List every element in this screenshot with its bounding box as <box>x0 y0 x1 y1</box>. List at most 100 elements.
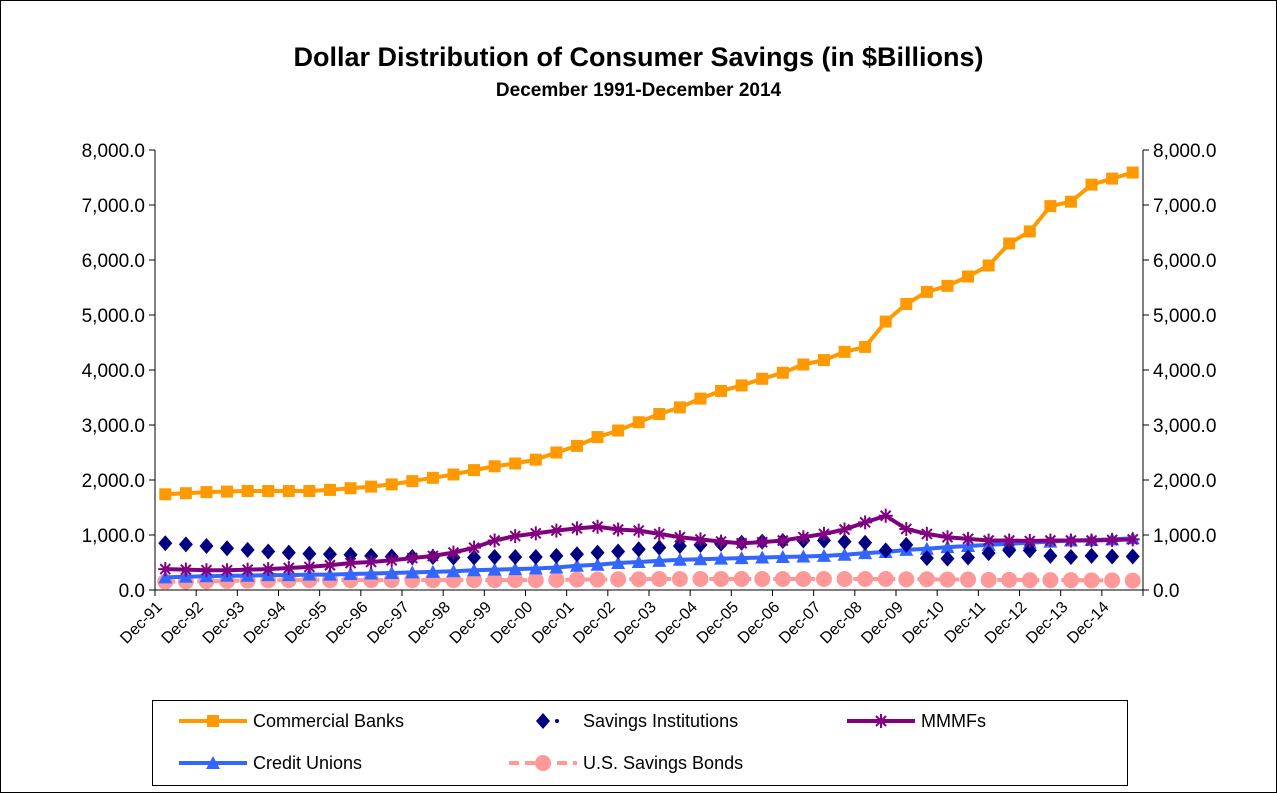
data-point-u-s-savings-bonds <box>1001 571 1018 588</box>
data-point-commercial-banks <box>1003 237 1016 250</box>
data-point-credit-unions <box>549 560 564 574</box>
data-point-commercial-banks <box>406 475 419 488</box>
data-point-u-s-savings-bonds <box>857 571 874 587</box>
data-point-credit-unions <box>487 562 502 576</box>
data-point-credit-unions <box>364 566 379 580</box>
data-point-u-s-savings-bonds <box>589 571 606 588</box>
data-point-mmmfs <box>322 558 337 573</box>
data-point-commercial-banks <box>468 464 481 477</box>
data-point-commercial-banks <box>1106 172 1119 185</box>
data-point-commercial-banks <box>776 366 789 379</box>
y-tick-label-left: 0.0 <box>119 581 145 602</box>
data-point-credit-unions <box>590 557 605 571</box>
y-tick-label-right: 8,000.0 <box>1153 141 1216 162</box>
data-point-credit-unions <box>693 552 708 566</box>
data-point-commercial-banks <box>1064 195 1077 208</box>
y-tick-label-right: 5,000.0 <box>1153 306 1216 327</box>
y-tick-label-left: 3,000.0 <box>82 416 145 437</box>
data-point-credit-unions <box>446 564 461 578</box>
x-tick-label: Dec-93 <box>200 599 249 648</box>
data-point-credit-unions <box>631 554 646 568</box>
data-point-commercial-banks <box>550 446 563 459</box>
data-point-u-s-savings-bonds <box>918 571 935 588</box>
data-point-u-s-savings-bonds <box>754 571 771 587</box>
data-point-credit-unions <box>837 547 852 561</box>
data-point-commercial-banks <box>920 285 933 298</box>
data-point-commercial-banks <box>426 471 439 484</box>
data-point-commercial-banks <box>673 401 686 414</box>
data-point-savings-institutions <box>1022 542 1037 559</box>
x-tick-label: Dec-04 <box>653 599 702 648</box>
x-tick-label: Dec-00 <box>488 599 537 648</box>
data-point-u-s-savings-bonds <box>692 571 709 587</box>
data-point-credit-unions <box>714 551 729 565</box>
x-tick-label: Dec-09 <box>858 599 907 648</box>
data-point-savings-institutions <box>199 538 214 554</box>
y-tick-label-left: 5,000.0 <box>82 306 145 327</box>
data-point-savings-institutions <box>1125 548 1140 565</box>
data-point-savings-institutions <box>611 543 626 560</box>
legend-marker <box>207 715 219 727</box>
data-point-mmmfs <box>178 562 193 577</box>
data-point-mmmfs <box>899 521 914 536</box>
y-tick-label-left: 2,000.0 <box>82 471 145 492</box>
data-point-mmmfs <box>405 551 420 566</box>
series-savings-institutions <box>158 532 1140 567</box>
data-point-mmmfs <box>384 553 399 568</box>
data-point-savings-institutions <box>858 534 873 551</box>
data-point-u-s-savings-bonds <box>568 571 585 588</box>
x-tick-label: Dec-07 <box>776 599 825 648</box>
data-point-credit-unions <box>611 556 626 570</box>
data-point-credit-unions <box>569 558 584 572</box>
legend-swatch-credit-unions <box>179 756 247 769</box>
y-tick-label-left: 1,000.0 <box>82 526 145 547</box>
data-point-commercial-banks <box>262 485 275 497</box>
legend-label: Commercial Banks <box>253 710 405 731</box>
data-point-commercial-banks <box>509 457 522 470</box>
data-point-mmmfs <box>1022 534 1037 549</box>
data-point-credit-unions <box>467 563 482 577</box>
legend-swatch-us-savings-bonds <box>509 755 577 771</box>
data-point-commercial-banks <box>303 485 316 497</box>
data-point-u-s-savings-bonds <box>507 572 524 589</box>
chart-legend: Commercial Banks Savings Institutions MM… <box>152 700 1128 786</box>
data-point-commercial-banks <box>385 478 398 491</box>
data-point-savings-institutions <box>322 546 337 563</box>
legend-label: U.S. Savings Bonds <box>583 752 744 773</box>
data-point-commercial-banks <box>221 485 234 498</box>
data-point-savings-institutions <box>158 535 173 552</box>
x-tick-label: Dec-02 <box>570 599 619 648</box>
legend-item-mmmfs: MMMFs <box>845 707 986 735</box>
data-point-savings-institutions <box>487 549 502 565</box>
data-point-commercial-banks <box>323 483 336 496</box>
data-point-commercial-banks <box>1126 166 1139 179</box>
data-point-mmmfs <box>467 540 482 555</box>
data-point-u-s-savings-bonds <box>1104 572 1121 589</box>
data-point-savings-institutions <box>240 541 255 558</box>
data-point-u-s-savings-bonds <box>980 571 997 588</box>
data-point-savings-institutions <box>878 542 893 559</box>
data-point-commercial-banks <box>488 460 501 473</box>
data-point-savings-institutions <box>1105 548 1120 565</box>
data-point-u-s-savings-bonds <box>630 571 647 588</box>
data-point-commercial-banks <box>838 345 851 358</box>
data-point-savings-institutions <box>919 550 934 567</box>
data-point-u-s-savings-bonds <box>713 571 730 587</box>
data-point-mmmfs <box>240 562 255 577</box>
data-point-commercial-banks <box>817 354 830 367</box>
legend-marker <box>874 714 888 728</box>
data-point-credit-unions <box>652 553 667 567</box>
data-point-commercial-banks <box>653 408 666 420</box>
data-point-mmmfs <box>220 563 235 578</box>
data-point-mmmfs <box>858 515 873 530</box>
x-tick-label: Dec-05 <box>694 599 743 648</box>
data-point-mmmfs <box>508 529 523 544</box>
data-point-commercial-banks <box>365 480 378 493</box>
x-tick-label: Dec-14 <box>1064 599 1113 648</box>
data-point-commercial-banks <box>962 270 975 283</box>
data-point-commercial-banks <box>570 439 583 452</box>
data-point-credit-unions <box>755 550 770 564</box>
data-point-credit-unions <box>343 567 358 581</box>
data-point-mmmfs <box>837 522 852 537</box>
